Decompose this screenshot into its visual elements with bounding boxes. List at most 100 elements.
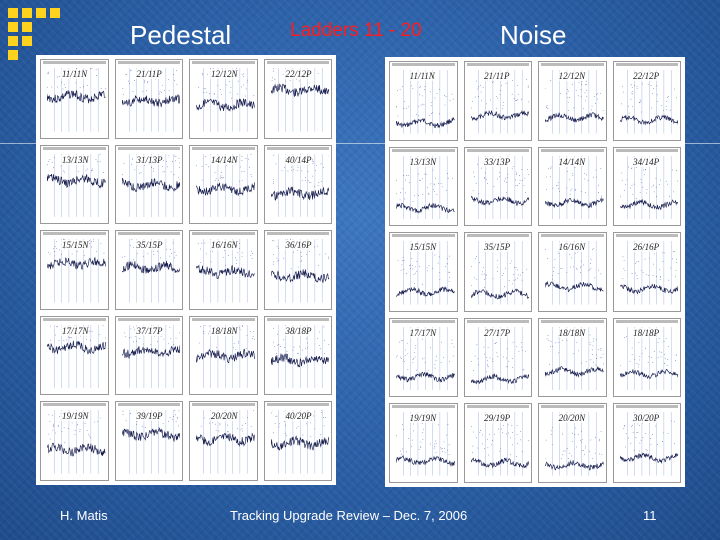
plot-scatter-point bbox=[53, 255, 55, 257]
plot-scatter-point bbox=[631, 273, 632, 275]
plot-scatter-point bbox=[432, 268, 434, 270]
plot-scatter-point bbox=[583, 450, 584, 452]
plot-scatter-point bbox=[549, 175, 551, 177]
plot-scatter-point bbox=[178, 166, 180, 168]
plot-scatter-point bbox=[272, 178, 274, 180]
ladders-title: Ladders 11 - 20 bbox=[290, 20, 422, 41]
plot-trace-line bbox=[270, 186, 329, 201]
plot-scatter-point bbox=[568, 254, 570, 256]
plot-scatter-point bbox=[296, 352, 298, 354]
plot-scatter-point bbox=[413, 274, 415, 276]
plot-scatter-point bbox=[634, 263, 636, 265]
plot-scatter-point bbox=[481, 274, 482, 275]
plot-scatter-point bbox=[201, 165, 203, 167]
plot-scatter-point bbox=[669, 109, 670, 111]
plot-scatter-point bbox=[289, 239, 291, 240]
plot-scatter-point bbox=[71, 337, 73, 338]
plot-scatter-point bbox=[57, 425, 59, 426]
plot-scatter-point bbox=[247, 79, 248, 81]
plot-scatter-point bbox=[316, 245, 318, 247]
plot-scatter-point bbox=[625, 433, 626, 435]
plot-scatter-point bbox=[432, 169, 434, 170]
plot-scatter-point bbox=[143, 81, 145, 83]
plot-scatter-point bbox=[644, 433, 646, 435]
plot-scatter-point bbox=[568, 458, 569, 460]
plot-scatter-point bbox=[667, 345, 669, 347]
plot-scatter-point bbox=[525, 268, 527, 270]
plot-scatter-point bbox=[71, 422, 73, 424]
plot-scatter-point bbox=[511, 283, 513, 285]
plot-scatter-point bbox=[585, 83, 587, 85]
plot-scatter-point bbox=[397, 89, 398, 91]
noise-plot-thumbnail: 15/15N bbox=[389, 232, 458, 312]
plot-scatter-point bbox=[283, 411, 284, 413]
plot-scatter-point bbox=[165, 248, 167, 250]
plot-ladder-label: 11/11N bbox=[408, 71, 436, 81]
plot-scatter-point bbox=[597, 92, 599, 94]
plot-header-strip bbox=[117, 317, 180, 321]
plot-scatter-point bbox=[496, 178, 498, 179]
plot-scatter-point bbox=[420, 442, 422, 443]
plot-scatter-point bbox=[100, 88, 102, 90]
plot-scatter-point bbox=[400, 451, 402, 452]
plot-scatter-point bbox=[86, 338, 87, 340]
plot-scatter-point bbox=[175, 255, 176, 256]
plot-scatter-point bbox=[276, 260, 277, 262]
plot-scatter-point bbox=[652, 87, 654, 89]
plot-scatter-point bbox=[637, 261, 639, 263]
plot-scatter-point bbox=[514, 100, 516, 102]
plot-scatter-point bbox=[298, 80, 299, 82]
plot-scatter-point bbox=[243, 170, 245, 172]
plot-scatter-point bbox=[551, 434, 552, 436]
plot-scatter-point bbox=[272, 68, 274, 70]
plot-scatter-point bbox=[307, 179, 308, 181]
plot-scatter-point bbox=[422, 284, 423, 285]
plot-scatter-point bbox=[87, 85, 88, 87]
plot-scatter-point bbox=[637, 432, 638, 433]
plot-scatter-point bbox=[622, 91, 624, 93]
plot-scatter-point bbox=[574, 166, 576, 168]
plot-scatter-point bbox=[402, 260, 404, 262]
plot-scatter-point bbox=[414, 283, 415, 285]
plot-scatter-point bbox=[407, 174, 409, 176]
plot-scatter-point bbox=[56, 248, 58, 250]
plot-scatter-point bbox=[129, 245, 131, 247]
plot-scatter-point bbox=[441, 186, 443, 187]
plot-scatter-point bbox=[492, 81, 493, 82]
plot-scatter-point bbox=[306, 170, 308, 172]
plot-scatter-point bbox=[517, 93, 519, 95]
plot-scatter-point bbox=[219, 423, 221, 425]
plot-header-strip bbox=[541, 148, 604, 152]
plot-scatter-point bbox=[548, 167, 549, 169]
plot-scatter-point bbox=[219, 424, 221, 426]
plot-scatter-point bbox=[212, 422, 213, 424]
plot-scatter-point bbox=[58, 416, 60, 418]
plot-scatter-point bbox=[206, 91, 208, 93]
plot-scatter-point bbox=[312, 416, 314, 417]
plot-scatter-point bbox=[630, 98, 631, 100]
plot-scatter-point bbox=[511, 93, 512, 95]
plot-scatter-point bbox=[444, 452, 446, 453]
plot-scatter-point bbox=[221, 177, 223, 178]
plot-scatter-point bbox=[591, 109, 593, 111]
plot-scatter-point bbox=[635, 261, 637, 263]
plot-scatter-point bbox=[306, 347, 308, 349]
plot-scatter-point bbox=[546, 338, 548, 340]
plot-scatter-point bbox=[217, 179, 219, 181]
plot-scatter-point bbox=[589, 334, 591, 336]
plot-scatter-point bbox=[435, 177, 436, 179]
plot-scatter-point bbox=[637, 366, 639, 368]
plot-ladder-label: 22/12P bbox=[632, 71, 661, 81]
plot-scatter-point bbox=[412, 440, 414, 441]
plot-scatter-point bbox=[633, 183, 635, 185]
plot-scatter-point bbox=[575, 268, 577, 269]
plot-scatter-point bbox=[320, 410, 322, 411]
plot-scatter-point bbox=[419, 87, 421, 88]
plot-trace-line bbox=[470, 288, 529, 300]
plot-scatter-point bbox=[169, 326, 170, 328]
plot-scatter-point bbox=[575, 428, 577, 429]
plot-scatter-point bbox=[272, 261, 274, 263]
plot-scatter-point bbox=[600, 349, 602, 351]
noise-plot-thumbnail: 16/16N bbox=[538, 232, 607, 312]
plot-scatter-point bbox=[250, 153, 252, 155]
